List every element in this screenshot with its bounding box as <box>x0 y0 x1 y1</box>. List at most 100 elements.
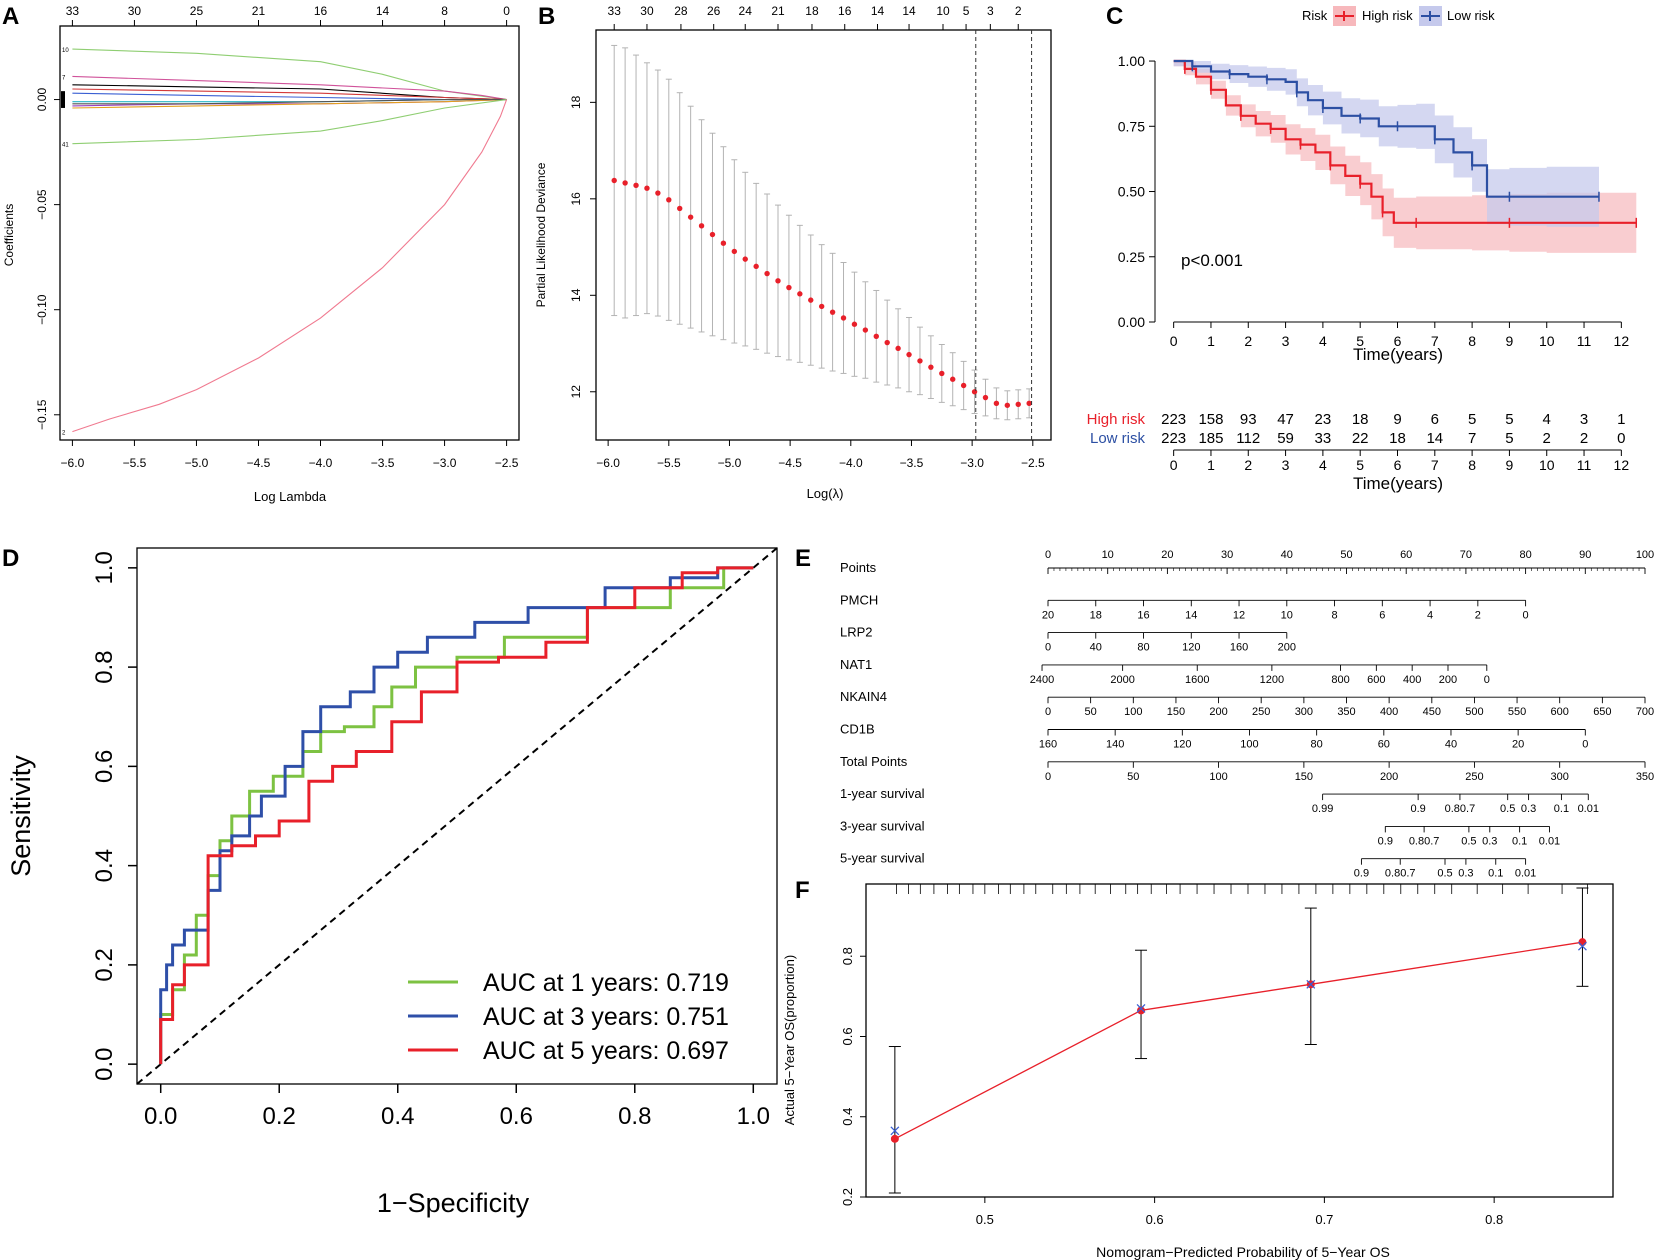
risk-count: 0 <box>1617 430 1625 447</box>
risk-row-label: High risk <box>1087 411 1146 428</box>
nomogram-tick-label: 150 <box>1167 706 1185 718</box>
x-tick-label: 0.0 <box>144 1103 177 1130</box>
nomogram-tick-label: 0.9 <box>1410 803 1425 815</box>
path-line-2 <box>72 99 508 433</box>
line-label-2: 2 <box>62 431 66 437</box>
table-tick-label: 2 <box>1244 457 1252 473</box>
panel-d-axes: 0.0 0.2 0.4 0.6 0.8 1.0 0.0 0.2 0.4 0.6 0.8 1.0 <box>91 551 770 1130</box>
table-tick-label: 4 <box>1319 457 1327 473</box>
y-tick-label: 0.6 <box>91 750 118 783</box>
nomogram-tick-label: 0.1 <box>1488 868 1503 880</box>
nomogram-tick-label: 0.3 <box>1482 835 1497 847</box>
x-tick-label: 6 <box>1394 333 1402 349</box>
x-tick-label: −5.5 <box>123 456 147 470</box>
y-tick-label: 0.4 <box>840 1108 855 1126</box>
nomogram-tick-label: 400 <box>1403 674 1421 686</box>
x-tick-label: −2.5 <box>495 456 519 470</box>
top-tick-label: 0 <box>503 4 510 18</box>
deviance-point <box>753 263 759 270</box>
x-tick-label: −5.0 <box>185 456 209 470</box>
km-curve-low <box>1173 59 1599 198</box>
panel-b: B −6.0 −5.5 −5.0 −4.5 −4.0 −3.5 −3.0 −2.5 33 30 28… <box>534 3 1052 501</box>
nomogram-tick-label: 400 <box>1380 706 1398 718</box>
top-tick-label: 14 <box>376 4 390 18</box>
top-tick-label: 33 <box>608 4 622 18</box>
x-tick-label: −3.5 <box>371 456 395 470</box>
nomogram-tick-label: 600 <box>1551 706 1569 718</box>
table-tick-label: 3 <box>1282 457 1290 473</box>
panel-c-xlabel: Time(years) <box>1353 345 1443 364</box>
top-tick-label: 10 <box>936 4 950 18</box>
nomogram-tick-label: 10 <box>1281 609 1293 621</box>
nomogram-tick-label: 600 <box>1367 674 1385 686</box>
nomogram-tick-label: 0 <box>1045 771 1051 783</box>
nomogram-tick-label: 16 <box>1137 609 1149 621</box>
nomogram-tick-label: 2 <box>1475 609 1481 621</box>
nomogram-tick-label: 250 <box>1465 771 1483 783</box>
y-tick-label: 0.8 <box>840 947 855 965</box>
panel-f-plot-frame <box>865 883 1614 1198</box>
panel-d-roc-curves <box>136 547 778 1085</box>
nomogram-tick-label: 0.01 <box>1539 835 1560 847</box>
x-tick-label: −5.0 <box>718 456 742 470</box>
nomogram-tick-label: 60 <box>1378 739 1390 751</box>
x-tick-label: 5 <box>1356 333 1364 349</box>
deviance-point <box>633 182 639 189</box>
panel-c-letter: C <box>1106 3 1123 30</box>
nomogram-tick-label: 70 <box>1460 549 1472 561</box>
y-tick-label: 0.6 <box>840 1027 855 1045</box>
x-tick-label: 3 <box>1282 333 1290 349</box>
corrected-point <box>890 1126 900 1136</box>
deviance-point <box>818 303 825 310</box>
nomogram-tick-label: 120 <box>1182 642 1200 654</box>
nomogram-tick-label: 1600 <box>1185 674 1209 686</box>
legend-label-1: AUC at 1 years: 0.719 <box>483 969 729 997</box>
nomogram-tick-label: 100 <box>1240 739 1258 751</box>
nomogram-tick-label: 120 <box>1173 739 1191 751</box>
nomogram-tick-label: 0.1 <box>1554 803 1569 815</box>
x-tick-label: −6.0 <box>61 456 85 470</box>
risk-count: 9 <box>1393 411 1401 428</box>
deviance-point <box>764 270 770 277</box>
risk-count: 59 <box>1277 430 1294 447</box>
nomogram-tick-label: 0.5 <box>1437 868 1452 880</box>
deviance-point <box>687 214 694 220</box>
x-tick-label: −4.0 <box>839 456 863 470</box>
panel-a-plot-frame <box>59 25 520 441</box>
risk-count: 18 <box>1352 411 1369 428</box>
y-tick-label: 0.00 <box>35 88 49 112</box>
panel-c-legend: Risk High risk Low risk <box>1302 6 1495 26</box>
nomogram-tick-label: 160 <box>1230 642 1248 654</box>
panel-a: A 10 7 41 2 −6.0 33 −5.5 30 −5.0 25 −4.5 21 −4.0 16 −3… <box>2 3 520 504</box>
risk-count: 47 <box>1277 411 1294 428</box>
nomogram-tick-label: 350 <box>1337 706 1355 718</box>
risk-count: 22 <box>1352 430 1369 447</box>
deviance-point <box>895 345 901 352</box>
panel-a-xlabel: Log Lambda <box>254 489 327 504</box>
line-label-41: 41 <box>62 143 69 149</box>
nomogram-row-label: CD1B <box>840 722 875 737</box>
nomogram-tick-label: 20 <box>1512 739 1524 751</box>
x-tick-label: 0.2 <box>263 1103 296 1130</box>
risk-count: 23 <box>1315 411 1332 428</box>
deviance-point <box>829 309 836 315</box>
observed-point <box>1578 938 1587 947</box>
panel-d: D 0.0 0.2 0.4 0.6 0.8 1.0 0.0 0.2 0.4 0.6 0.8 1.0 A… <box>2 545 778 1218</box>
nomogram-tick-label: 0.3 <box>1458 868 1473 880</box>
nomogram-tick-label: 0.3 <box>1521 803 1536 815</box>
risk-count: 4 <box>1543 411 1551 428</box>
nomogram-tick-label: 0.99 <box>1312 803 1333 815</box>
nomogram-tick-label: 0 <box>1582 739 1588 751</box>
top-tick-label: 14 <box>871 4 885 18</box>
x-tick-label: 0.7 <box>1315 1212 1333 1227</box>
x-tick-label: −4.5 <box>778 456 802 470</box>
nomogram-tick-label: 100 <box>1124 706 1142 718</box>
x-tick-label: −5.5 <box>657 456 681 470</box>
panel-f-calibration <box>888 884 1589 1194</box>
panel-c-table-xlabel: Time(years) <box>1353 474 1443 493</box>
deviance-point <box>873 333 879 339</box>
table-tick-label: 5 <box>1356 457 1364 473</box>
path-line-s4 <box>72 88 507 101</box>
